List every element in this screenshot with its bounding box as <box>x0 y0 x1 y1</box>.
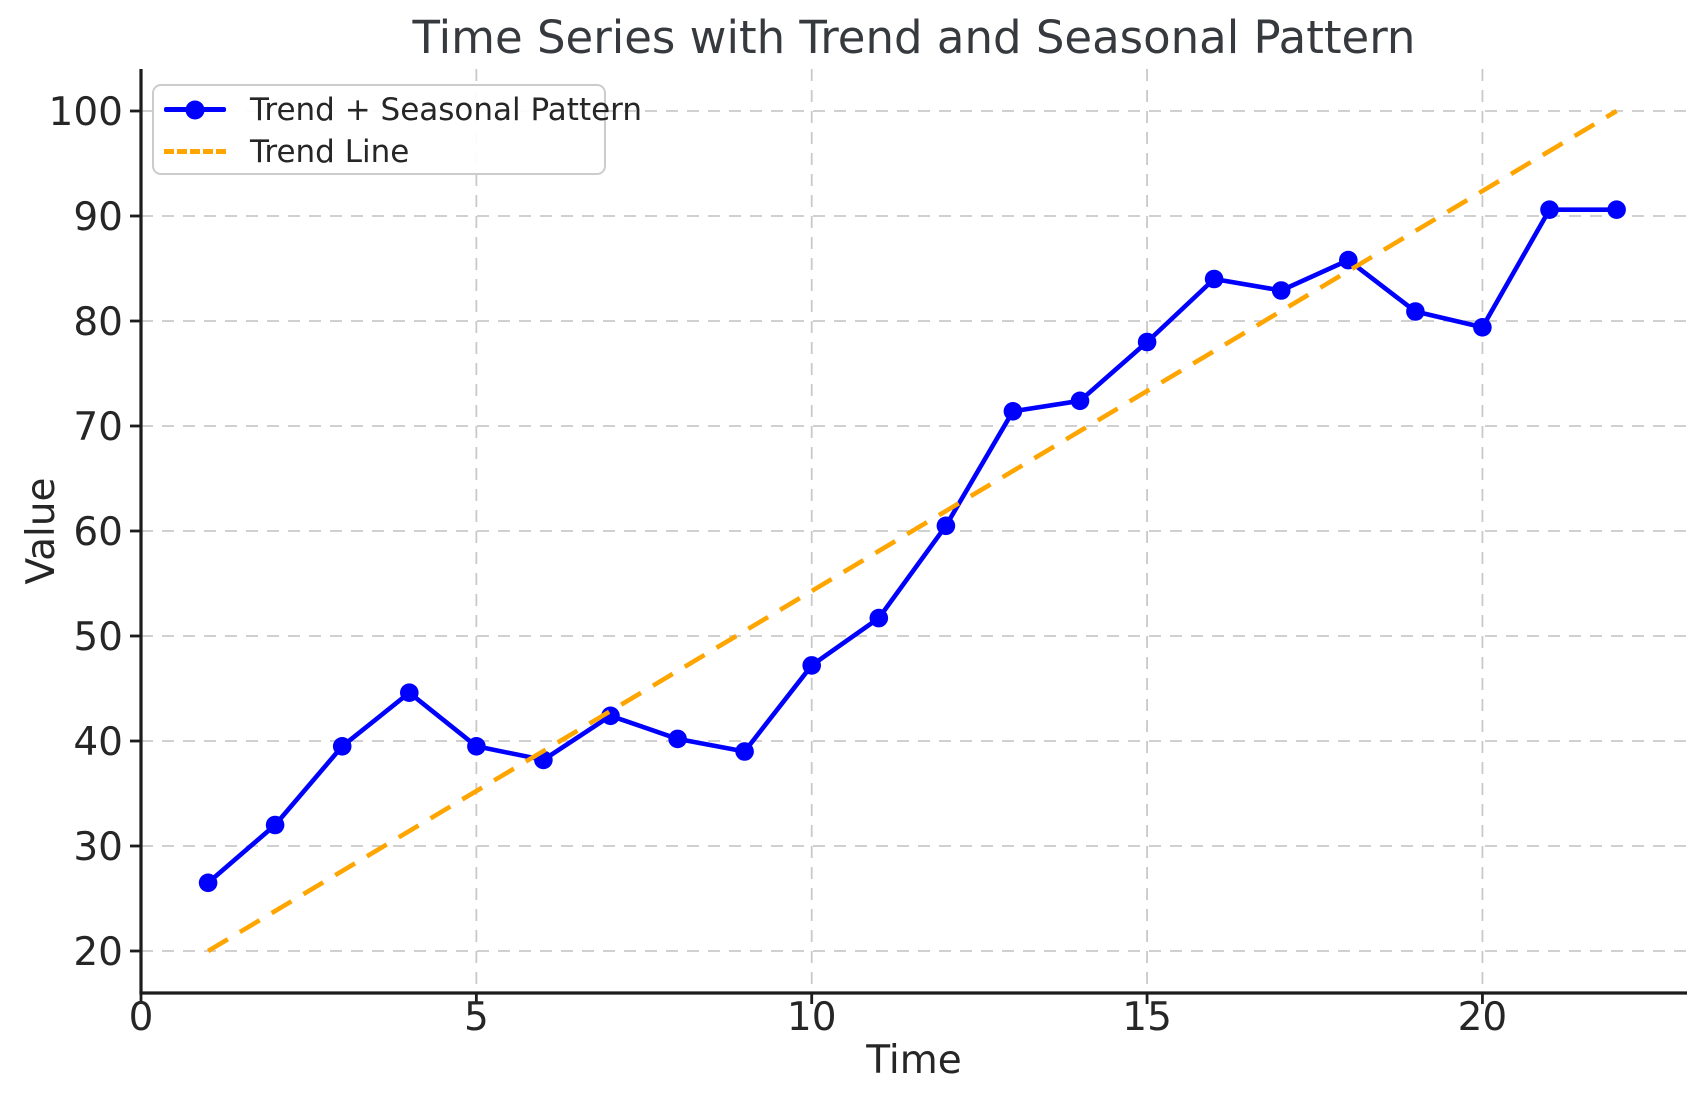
data-point-marker <box>1473 318 1492 337</box>
y-tick-label: 20 <box>73 930 123 975</box>
y-tick-label: 80 <box>73 300 123 345</box>
data-point-marker <box>869 608 889 628</box>
data-point-marker <box>1137 332 1157 352</box>
data-point-marker <box>802 656 821 675</box>
chart-title: Time Series with Trend and Seasonal Patt… <box>412 11 1416 64</box>
data-point-marker <box>467 737 486 756</box>
y-tick-label: 90 <box>73 195 123 240</box>
data-point-marker <box>1271 281 1291 300</box>
trend-line <box>206 109 1618 953</box>
series-line <box>205 207 1619 886</box>
data-point-marker <box>1070 391 1090 411</box>
x-tick-label: 10 <box>787 995 837 1040</box>
data-point-marker <box>668 729 687 749</box>
data-point-marker <box>400 683 419 702</box>
y-tick-label: 40 <box>73 720 123 765</box>
data-point-marker <box>1406 302 1425 321</box>
y-tick-label: 70 <box>73 405 123 450</box>
legend-line-marker-icon <box>164 100 226 119</box>
legend-marker-dot-icon <box>185 100 205 119</box>
x-tick-label: 15 <box>1122 995 1172 1040</box>
data-point-marker <box>198 873 218 893</box>
x-axis-label: Time <box>865 1038 961 1083</box>
data-point-marker <box>1607 200 1626 219</box>
data-point-marker <box>735 742 754 761</box>
data-point-marker <box>332 737 352 756</box>
legend-item-series: Trend + Seasonal Pattern <box>164 89 642 131</box>
legend-label-series: Trend + Seasonal Pattern <box>250 91 643 128</box>
data-point-marker <box>1204 269 1224 289</box>
legend-item-trend: Trend Line <box>164 131 604 173</box>
data-point-marker <box>936 516 956 536</box>
y-tick-label: 30 <box>73 825 123 870</box>
data-point-marker <box>265 815 285 835</box>
y-tick-label: 100 <box>49 90 123 135</box>
x-tick-label: 20 <box>1458 995 1508 1040</box>
y-tick-label: 60 <box>73 510 123 555</box>
data-point-marker <box>1540 200 1559 219</box>
legend-dashed-line-icon <box>164 149 226 154</box>
y-tick-label: 50 <box>73 615 123 660</box>
data-point-marker <box>1339 250 1358 270</box>
x-tick-label: 0 <box>129 995 154 1040</box>
y-axis-label: Value <box>19 477 64 584</box>
data-point-marker <box>1003 402 1023 421</box>
x-tick-label: 5 <box>464 995 489 1040</box>
legend-label-trend: Trend Line <box>250 133 410 170</box>
legend: Trend + Seasonal Pattern Trend Line <box>152 84 642 175</box>
